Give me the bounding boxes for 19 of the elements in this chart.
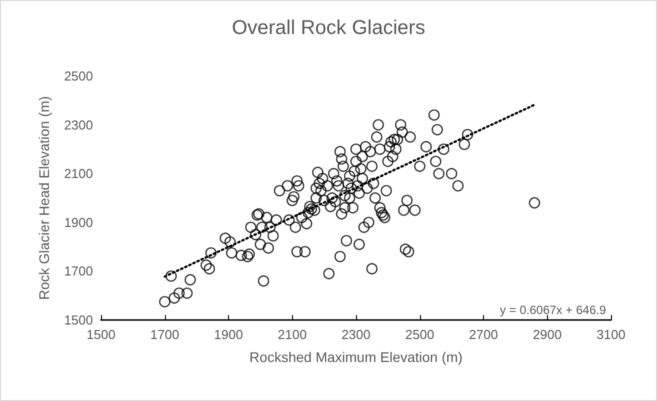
x-tick-label: 1700 xyxy=(150,327,180,342)
y-tick-label: 1500 xyxy=(64,312,93,328)
x-axis-title: Rockshed Maximum Elevation (m) xyxy=(249,349,463,365)
x-tick-label: 2500 xyxy=(405,327,434,342)
y-tick-label: 1700 xyxy=(64,264,93,279)
y-tick-label: 2500 xyxy=(64,68,93,84)
y-tick-label: 2100 xyxy=(64,166,93,182)
x-tick-label: 3100 xyxy=(596,327,626,342)
x-tick-label: 1500 xyxy=(86,327,116,342)
x-tick-label: 2300 xyxy=(342,327,370,342)
y-tick-label: 2300 xyxy=(64,117,93,132)
y-axis-title: Rock Glacier Head Elevation (m) xyxy=(36,96,52,300)
y-tick-label: 1900 xyxy=(64,214,93,230)
x-tick-label: 2700 xyxy=(469,327,498,342)
annotation: y = 0.6067x + 646.9 xyxy=(500,303,606,317)
x-tick-label: 2100 xyxy=(278,327,307,342)
x-tick-label: 1900 xyxy=(214,327,243,342)
chart-title: Overall Rock Glaciers xyxy=(232,17,426,39)
x-tick-label: 2900 xyxy=(532,327,562,342)
